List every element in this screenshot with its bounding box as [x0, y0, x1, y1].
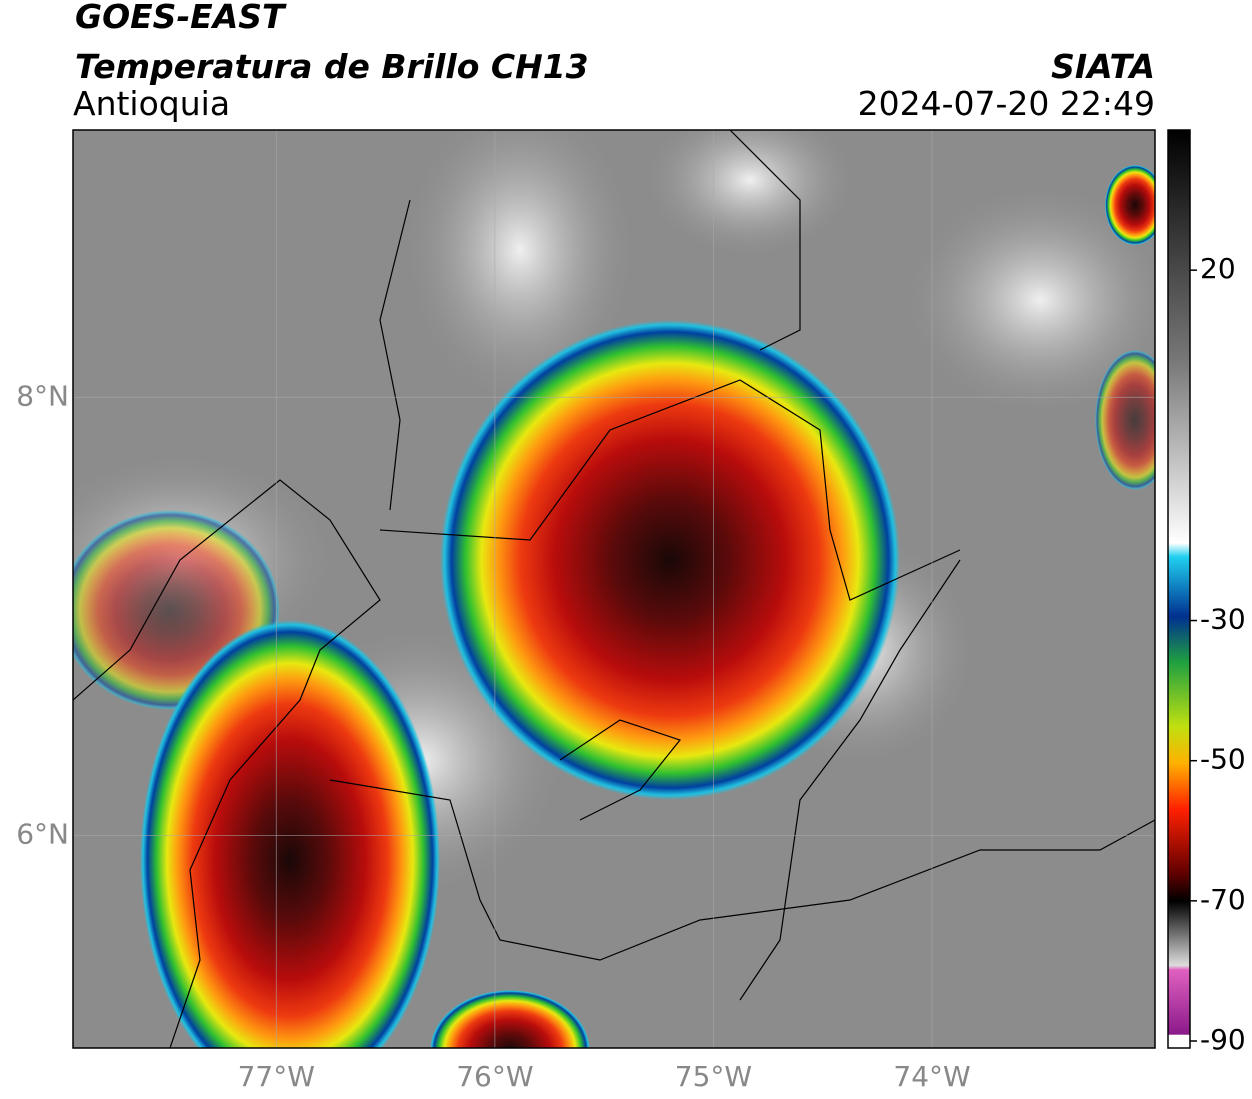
colorbar-tick-label: 20: [1200, 252, 1236, 285]
y-tick-label: 6°N: [16, 817, 69, 850]
colorbar-tick-label: -30: [1200, 603, 1246, 636]
map-image: [73, 130, 1155, 1048]
x-tick-label: 74°W: [893, 1060, 970, 1093]
x-tick-label: 77°W: [238, 1060, 315, 1093]
x-tick-label: 76°W: [456, 1060, 533, 1093]
title: GOES-EAST: [75, 0, 287, 36]
colorbar-tick-label: -70: [1200, 883, 1246, 916]
region: Antioquia: [73, 84, 230, 123]
colorbar: [1167, 129, 1191, 1049]
datetime: 2024-07-20 22:49: [858, 84, 1155, 123]
colorbar-tick-label: -50: [1200, 743, 1246, 776]
subtitle: Temperatura de Brillo CH13: [75, 47, 589, 86]
source: SIATA: [1051, 47, 1155, 86]
colorbar-tick-label: -90: [1200, 1023, 1246, 1056]
map-frame: [72, 129, 1156, 1049]
grid: [73, 130, 1155, 1048]
y-tick-label: 8°N: [16, 379, 69, 412]
x-tick-label: 75°W: [675, 1060, 752, 1093]
